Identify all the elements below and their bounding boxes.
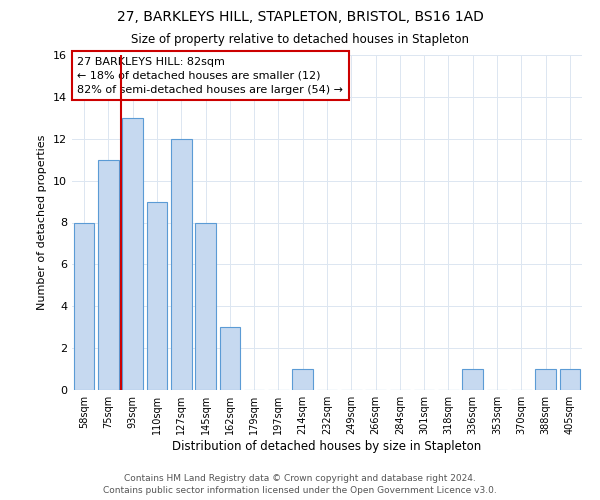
Text: 27, BARKLEYS HILL, STAPLETON, BRISTOL, BS16 1AD: 27, BARKLEYS HILL, STAPLETON, BRISTOL, B… [116, 10, 484, 24]
Text: Contains HM Land Registry data © Crown copyright and database right 2024.
Contai: Contains HM Land Registry data © Crown c… [103, 474, 497, 495]
Bar [463, 369, 483, 390]
Bar [535, 369, 556, 390]
Bar [122, 118, 143, 390]
Bar [195, 222, 216, 390]
Y-axis label: Number of detached properties: Number of detached properties [37, 135, 47, 310]
Bar [220, 327, 240, 390]
Bar [560, 369, 580, 390]
Text: 27 BARKLEYS HILL: 82sqm
← 18% of detached houses are smaller (12)
82% of semi-de: 27 BARKLEYS HILL: 82sqm ← 18% of detache… [77, 56, 343, 94]
Bar [98, 160, 119, 390]
Bar [146, 202, 167, 390]
X-axis label: Distribution of detached houses by size in Stapleton: Distribution of detached houses by size … [172, 440, 482, 453]
Bar [74, 222, 94, 390]
Bar [292, 369, 313, 390]
Bar [171, 138, 191, 390]
Text: Size of property relative to detached houses in Stapleton: Size of property relative to detached ho… [131, 32, 469, 46]
